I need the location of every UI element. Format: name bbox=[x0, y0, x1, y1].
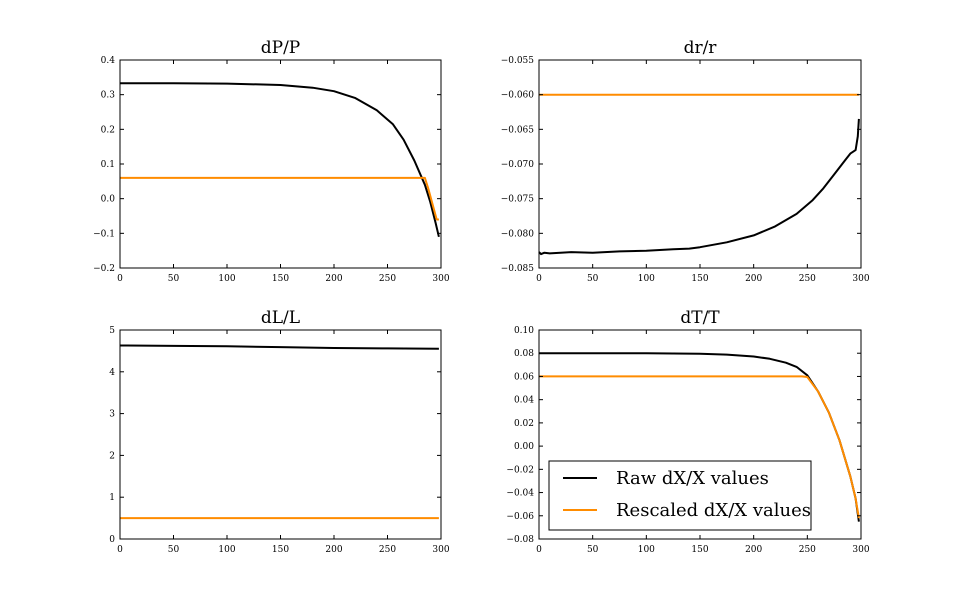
rescaled-series-line bbox=[539, 375, 860, 519]
y-tick-label: −0.08 bbox=[506, 535, 534, 545]
y-tick-label: 1 bbox=[109, 493, 115, 503]
x-tick-label: 0 bbox=[536, 545, 542, 555]
plot-frame bbox=[119, 329, 442, 540]
x-tick-label: 0 bbox=[117, 274, 123, 284]
y-tick-label: 0 bbox=[109, 535, 115, 545]
x-tick-label: 250 bbox=[799, 274, 816, 284]
x-tick-label: 250 bbox=[379, 274, 396, 284]
x-tick-label: 50 bbox=[168, 545, 180, 555]
y-tick-label: 0.3 bbox=[101, 91, 116, 101]
x-tick-label: 300 bbox=[432, 545, 449, 555]
x-tick-label: 300 bbox=[852, 274, 869, 284]
legend: Raw dX/X values Rescaled dX/X values bbox=[548, 460, 812, 531]
y-tick-label: −0.065 bbox=[501, 125, 535, 135]
panel-2: dr/r 0 50 100 150 200 250 300 −0.085 −0.080 −0.075… bbox=[501, 38, 870, 284]
y-tick-label: 0.06 bbox=[514, 372, 534, 382]
y-tick-label: 0.10 bbox=[514, 326, 534, 336]
x-tick-label: 250 bbox=[799, 545, 816, 555]
x-tick-label: 150 bbox=[691, 545, 708, 555]
x-tick-label: 0 bbox=[536, 274, 542, 284]
plot-frame bbox=[538, 59, 862, 269]
y-tick-label: −0.060 bbox=[501, 91, 535, 101]
y-tick-label: −0.085 bbox=[501, 264, 535, 274]
plot-frame bbox=[119, 59, 442, 269]
x-tick-label: 150 bbox=[691, 274, 708, 284]
x-tick-label: 50 bbox=[168, 274, 180, 284]
y-tick-label: 0.4 bbox=[101, 56, 116, 66]
y-tick-label: 0.1 bbox=[101, 160, 115, 170]
y-tick-label: 0.2 bbox=[101, 125, 115, 135]
panel-title: dP/P bbox=[261, 38, 301, 58]
y-tick-label: −0.2 bbox=[93, 264, 115, 274]
x-tick-label: 250 bbox=[379, 545, 396, 555]
x-tick-label: 0 bbox=[117, 545, 123, 555]
x-tick-label: 300 bbox=[432, 274, 449, 284]
y-tick-label: 5 bbox=[109, 326, 115, 336]
panel-1: dP/P 0 50 100 150 200 250 300 −0.2 −0.1 0.0 0.1 0.2 0… bbox=[93, 38, 450, 284]
legend-label-raw: Raw dX/X values bbox=[616, 468, 769, 489]
x-tick-label: 150 bbox=[272, 545, 289, 555]
x-tick-label: 200 bbox=[745, 274, 762, 284]
x-tick-label: 100 bbox=[638, 545, 655, 555]
y-tick-label: −0.06 bbox=[506, 512, 534, 522]
y-tick-label: 2 bbox=[109, 451, 115, 461]
chart-panels: dP/P0 50 100 150 200 250 300−0.2−0.10.00.10.20… bbox=[93, 38, 870, 555]
y-tick-label: 4 bbox=[109, 368, 115, 378]
raw-series-line bbox=[120, 82, 440, 238]
y-tick-label: −0.075 bbox=[501, 195, 535, 205]
x-tick-label: 200 bbox=[325, 274, 342, 284]
x-tick-label: 300 bbox=[852, 545, 869, 555]
x-tick-label: 200 bbox=[745, 545, 762, 555]
panel-title: dT/T bbox=[680, 308, 720, 328]
y-tick-label: 0.08 bbox=[514, 349, 534, 359]
panel-4: dT/T 0 50 100 150 200 250 300 −0.08 −0.06 −0.04 −0.… bbox=[506, 308, 869, 555]
x-tick-label: 150 bbox=[272, 274, 289, 284]
x-tick-label: 100 bbox=[218, 274, 235, 284]
panel-title: dr/r bbox=[684, 38, 718, 58]
y-tick-label: −0.080 bbox=[501, 229, 535, 239]
panel-title: dL/L bbox=[261, 308, 300, 328]
y-tick-label: −0.055 bbox=[501, 56, 535, 66]
y-tick-label: 0.00 bbox=[514, 442, 534, 452]
y-tick-label: −0.1 bbox=[93, 229, 115, 239]
y-tick-label: 3 bbox=[109, 410, 115, 420]
legend-box bbox=[548, 460, 812, 531]
y-tick-label: −0.02 bbox=[506, 465, 534, 475]
legend-label-rescaled: Rescaled dX/X values bbox=[616, 500, 811, 521]
rescaled-series-line bbox=[120, 176, 439, 221]
panel-3: dL/L 0 50 100 150 200 250 300 0 1 2 3 4 5 bbox=[109, 308, 450, 555]
x-tick-label: 50 bbox=[587, 274, 599, 284]
y-tick-label: 0.04 bbox=[514, 396, 534, 406]
y-tick-label: −0.04 bbox=[506, 489, 534, 499]
x-tick-label: 200 bbox=[325, 545, 342, 555]
y-tick-label: 0.0 bbox=[101, 195, 116, 205]
x-tick-label: 50 bbox=[587, 545, 599, 555]
y-tick-label: −0.070 bbox=[501, 160, 535, 170]
raw-series-line bbox=[119, 344, 439, 350]
y-tick-label: 0.02 bbox=[514, 419, 534, 429]
x-tick-label: 100 bbox=[638, 274, 655, 284]
raw-series-line bbox=[538, 118, 860, 256]
x-tick-label: 100 bbox=[218, 545, 235, 555]
